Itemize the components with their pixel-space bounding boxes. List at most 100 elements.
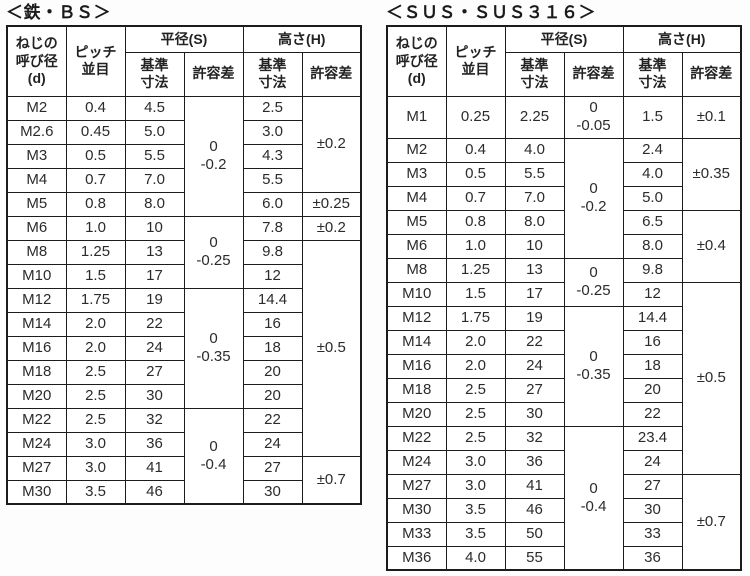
cell-s-base: 30 (504, 401, 565, 427)
cell-h-base: 9.8 (622, 257, 683, 283)
cell-diameter: M24 (6, 431, 67, 457)
cell-s-base: 4.0 (504, 137, 565, 163)
cell-diameter: M5 (6, 191, 67, 217)
table-row: M30 3.5 46 30 (386, 497, 741, 523)
cell-s-base: 50 (504, 521, 565, 547)
cell-h-base: 18 (622, 353, 683, 379)
table-title-sus: ＜ＳＵＳ・ＳＵＳ３１６＞ (386, 3, 596, 22)
header-s-base: 基準 寸法 (504, 51, 565, 97)
cell-h-tolerance: ±0.1 (681, 95, 742, 139)
cell-h-base: 12 (622, 281, 683, 307)
table-row: M5 0.8 8.0 6.0 ±0.25 (6, 191, 362, 217)
cell-pitch: 0.5 (445, 161, 506, 187)
cell-s-base: 13 (504, 257, 565, 283)
cell-diameter: M14 (386, 329, 447, 355)
cell-diameter: M24 (386, 449, 447, 475)
cell-h-tolerance: ±0.35 (681, 137, 742, 211)
cell-diameter: M18 (386, 377, 447, 403)
cell-h-base: 5.0 (622, 185, 683, 211)
header-h-base: 基準 寸法 (242, 51, 303, 97)
cell-diameter: M30 (386, 497, 447, 523)
cell-s-base: 19 (124, 287, 185, 313)
cell-s-base: 32 (504, 425, 565, 451)
cell-s-tolerance: 0 -0.25 (563, 257, 624, 307)
table-row: M22 2.5 32 0 -0.4 22 (6, 407, 361, 505)
cell-h-base: 2.4 (622, 137, 683, 163)
table-row: M27 3.0 41 27 ±0.7 (386, 473, 742, 571)
cell-pitch: 1.25 (65, 239, 126, 265)
cell-pitch: 1.5 (65, 263, 126, 289)
table-row: M30 3.5 46 30 (6, 479, 361, 505)
cell-s-tolerance: 0 -0.05 (563, 95, 624, 139)
cell-diameter: M3 (386, 161, 447, 187)
cell-diameter: M8 (386, 257, 447, 283)
header-h-tolerance: 許容差 (681, 51, 742, 97)
cell-s-base: 19 (504, 305, 565, 331)
cell-s-base: 8.0 (504, 209, 565, 235)
cell-h-base: 6.5 (622, 209, 683, 235)
cell-pitch: 2.5 (65, 383, 126, 409)
table-row: M14 2.0 22 16 (386, 329, 741, 355)
cell-pitch: 2.5 (65, 359, 126, 385)
cell-s-base: 27 (124, 359, 185, 385)
cell-diameter: M30 (6, 479, 67, 505)
cell-pitch: 1.75 (445, 305, 506, 331)
cell-diameter: M5 (386, 209, 447, 235)
cell-diameter: M4 (6, 167, 67, 193)
cell-s-base: 24 (124, 335, 185, 361)
cell-pitch: 3.5 (445, 497, 506, 523)
cell-s-base: 46 (124, 479, 185, 505)
cell-h-base: 22 (242, 407, 303, 433)
cell-pitch: 0.7 (65, 167, 126, 193)
cell-diameter: M36 (386, 545, 447, 571)
cell-pitch: 0.45 (65, 119, 126, 145)
table-row: M2 0.4 4.5 0 -0.2 2.5 ±0.2 (6, 95, 362, 217)
cell-diameter: M14 (6, 311, 67, 337)
cell-pitch: 1.75 (65, 287, 126, 313)
table-body: M2 0.4 4.5 0 -0.2 2.5 ±0.2 M2.6 0.45 5.0 3.0 M3 0.5 5… (6, 95, 362, 505)
cell-pitch: 2.0 (65, 335, 126, 361)
cell-s-base: 5.0 (124, 119, 185, 145)
cell-s-base: 4.5 (124, 95, 185, 121)
cell-h-base: 20 (622, 377, 683, 403)
table-row: M4 0.7 7.0 5.0 (386, 185, 741, 211)
cell-diameter: M3 (6, 143, 67, 169)
cell-s-tolerance: 0 -0.2 (183, 95, 244, 217)
cell-s-tolerance: 0 -0.25 (183, 215, 244, 289)
cell-pitch: 3.5 (445, 521, 506, 547)
cell-diameter: M12 (386, 305, 447, 331)
cell-s-base: 41 (124, 455, 185, 481)
cell-pitch: 3.0 (445, 449, 506, 475)
cell-pitch: 3.5 (65, 479, 126, 505)
cell-pitch: 1.0 (65, 215, 126, 241)
cell-diameter: M16 (6, 335, 67, 361)
table-row: M24 3.0 36 24 (386, 449, 741, 475)
header-s-tolerance: 許容差 (183, 51, 244, 97)
table-row: M2 0.4 4.0 0 -0.2 2.4 ±0.35 (386, 137, 742, 259)
spec-table-block-sus: ＜ＳＵＳ・ＳＵＳ３１６＞ ねじの 呼び径 (d) ピッチ 並目 平径(S) 高さ… (386, 2, 742, 571)
cell-h-base: 12 (242, 263, 303, 289)
cell-pitch: 2.5 (65, 407, 126, 433)
cell-diameter: M1 (386, 95, 447, 139)
cell-pitch: 0.25 (445, 95, 506, 139)
cell-diameter: M22 (6, 407, 67, 433)
cell-s-base: 22 (124, 311, 185, 337)
cell-s-base: 30 (124, 383, 185, 409)
cell-h-tolerance: ±0.7 (301, 455, 362, 505)
table-row: M12 1.75 19 0 -0.35 14.4 (6, 287, 361, 409)
cell-s-base: 5.5 (504, 161, 565, 187)
cell-diameter: M10 (386, 281, 447, 307)
header-s-base: 基準 寸法 (124, 51, 185, 97)
cell-s-tolerance: 0 -0.35 (563, 305, 624, 427)
cell-s-base: 32 (124, 407, 185, 433)
cell-pitch: 0.7 (445, 185, 506, 211)
cell-s-base: 13 (124, 239, 185, 265)
cell-h-base: 14.4 (622, 305, 683, 331)
cell-pitch: 1.5 (445, 281, 506, 307)
cell-pitch: 2.0 (445, 353, 506, 379)
cell-s-base: 41 (504, 473, 565, 499)
header-s-tolerance: 許容差 (563, 51, 624, 97)
cell-h-base: 7.8 (242, 215, 303, 241)
cell-h-tolerance: ±0.4 (681, 209, 742, 283)
